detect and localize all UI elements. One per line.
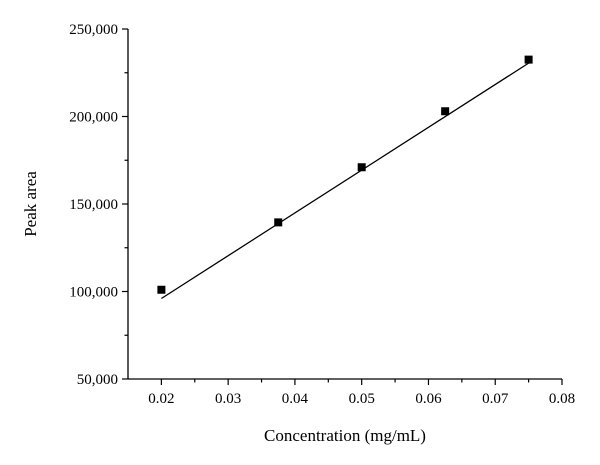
x-ticks: 0.02 0.03 0.04 0.05 0.06 0.07 0.08 xyxy=(148,379,575,407)
x-tick-label: 0.03 xyxy=(215,391,241,407)
data-point xyxy=(524,55,533,64)
y-tick-label: 200,000 xyxy=(69,110,118,126)
y-tick-label: 250,000 xyxy=(69,22,118,38)
x-tick-label: 0.04 xyxy=(282,391,309,407)
y-tick-label: 150,000 xyxy=(69,197,118,213)
regression-line xyxy=(161,62,529,300)
x-tick-label: 0.06 xyxy=(415,391,442,407)
x-axis-title: Concentration (mg/mL) xyxy=(264,426,426,445)
y-axis: 50,000 100,000 150,000 200,000 250,000 xyxy=(69,22,129,388)
x-tick-label: 0.05 xyxy=(349,391,375,407)
x-tick-label: 0.08 xyxy=(549,391,575,407)
y-tick-label: 50,000 xyxy=(77,372,118,388)
y-ticks: 50,000 100,000 150,000 200,000 250,000 xyxy=(69,22,128,388)
x-tick-label: 0.02 xyxy=(148,391,174,407)
data-point xyxy=(441,107,450,116)
data-point xyxy=(157,285,166,294)
x-axis: 0.02 0.03 0.04 0.05 0.06 0.07 0.08 xyxy=(128,378,575,407)
data-point xyxy=(274,218,283,227)
data-points xyxy=(157,55,533,294)
x-tick-label: 0.07 xyxy=(482,391,509,407)
data-point xyxy=(357,163,366,172)
y-axis-title: Peak area xyxy=(21,171,40,237)
y-tick-label: 100,000 xyxy=(69,285,118,301)
